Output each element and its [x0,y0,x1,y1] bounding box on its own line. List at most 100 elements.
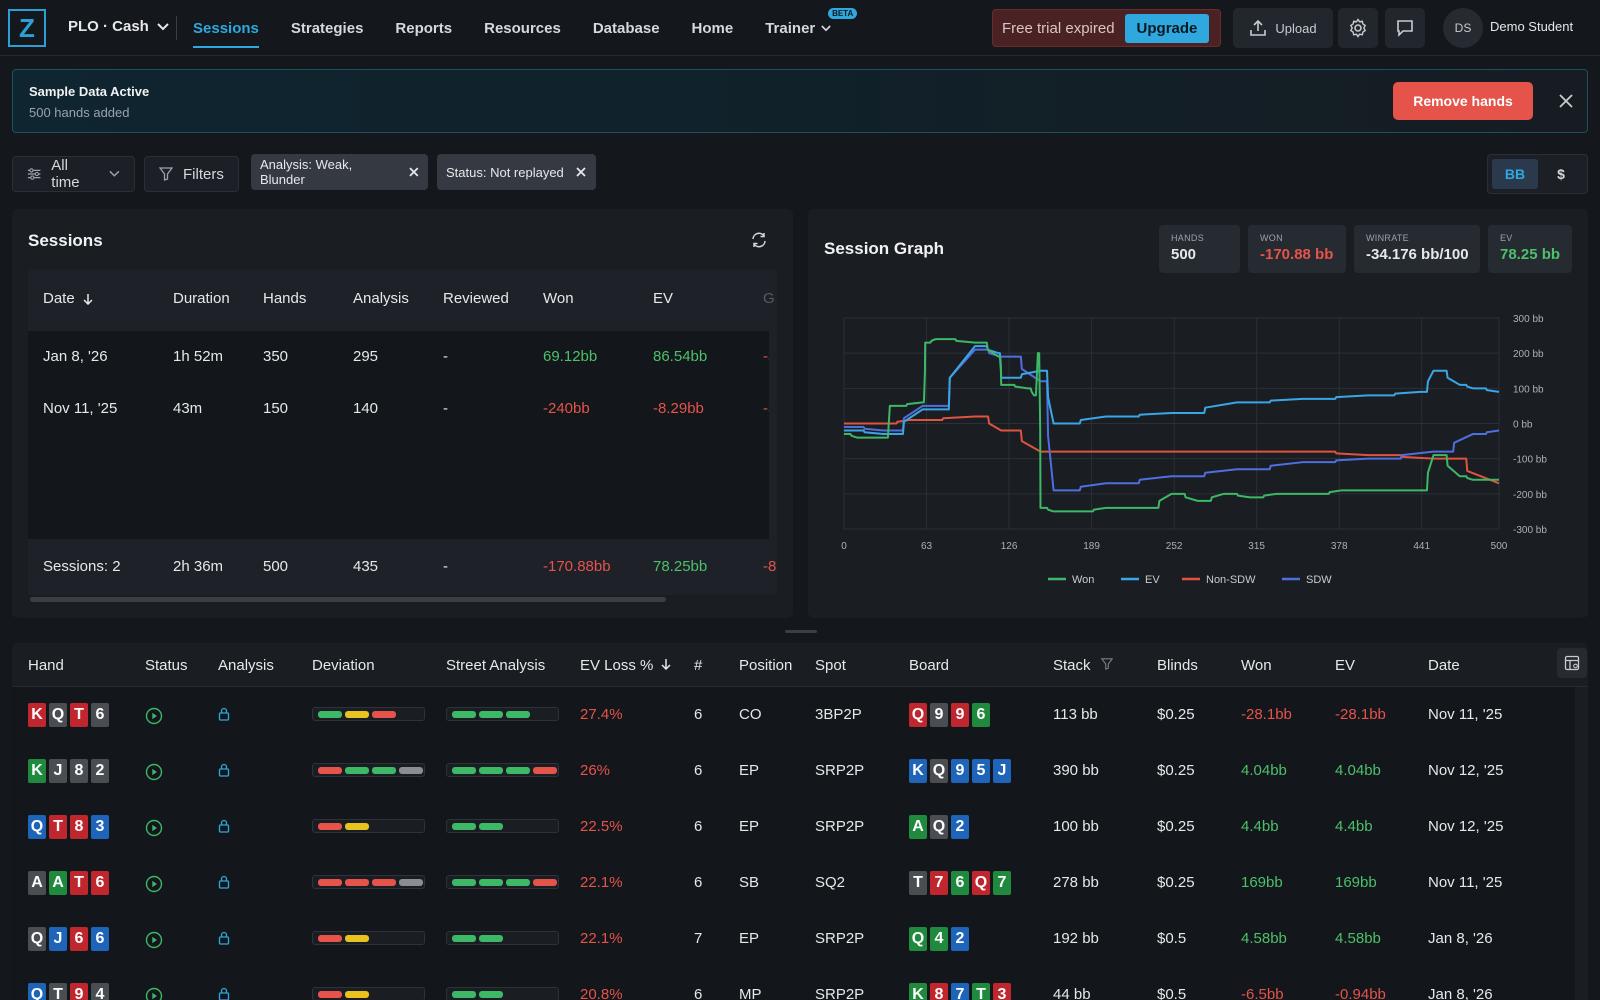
col-status[interactable]: Status [145,657,188,674]
session-row[interactable]: Nov 11, '25 43m 150 140 - -240bb -8.29bb… [28,383,777,435]
filter-chip-analysis[interactable]: Analysis: Weak, Blunder [251,154,428,190]
play-icon[interactable] [145,875,163,893]
col-hands[interactable]: Hands [263,290,307,307]
col-date[interactable]: Date [1428,657,1460,674]
col-position[interactable]: Position [739,657,792,674]
hand-row[interactable]: K J 8 2 26% 6 EP SRP2P K Q 9 5 J 390 bb $0.25 4.04bb 4.0… [12,743,1575,799]
nav-home[interactable]: Home [691,19,734,37]
hand-row[interactable]: K Q T 6 27.4% 6 CO 3BP2P Q 9 9 6 113 bb $0.25 -28.1bb -… [12,687,1575,743]
session-graph-chart[interactable]: 300 bb 200 bb 100 bb 0 bb -100 bb -200 bb -300… [808,289,1588,609]
resize-handle[interactable] [785,630,817,633]
scrollbar-thumb[interactable] [30,597,666,602]
upgrade-button[interactable]: Upgrade [1124,13,1210,43]
col-stack[interactable]: Stack [1053,657,1113,674]
col-spot[interactable]: Spot [815,657,846,674]
deviation-bar[interactable] [312,875,425,889]
time-range-select[interactable]: All time [12,156,135,192]
play-icon[interactable] [145,987,163,1000]
col-ev[interactable]: EV [1335,657,1355,674]
banner-close-button[interactable] [1553,88,1579,114]
column-settings-button[interactable] [1557,648,1587,678]
nav-resources[interactable]: Resources [484,19,561,37]
refresh-button[interactable] [750,231,768,252]
col-hand[interactable]: Hand [28,657,64,674]
col-deviation[interactable]: Deviation [312,657,375,674]
nav-database[interactable]: Database [592,19,660,37]
lock-icon[interactable] [218,763,230,777]
game-selector[interactable]: PLO · Cash [68,18,169,35]
sessions-vertical-scrollbar[interactable] [769,331,777,539]
playing-card: 7 [993,871,1011,895]
filter-icon[interactable] [1100,658,1113,670]
deviation-bar[interactable] [312,931,425,945]
street-analysis-bar[interactable] [446,819,559,833]
legend-label[interactable]: EV [1145,574,1160,586]
legend-label[interactable]: Non-SDW [1206,574,1256,586]
deviation-bar[interactable] [312,987,425,1000]
upload-button[interactable]: Upload [1233,8,1333,48]
col-reviewed[interactable]: Reviewed [443,290,509,307]
series-line-ev[interactable] [844,345,1500,436]
legend-label[interactable]: Won [1072,574,1094,586]
street-analysis-bar[interactable] [446,763,559,777]
lock-icon[interactable] [218,931,230,945]
street-analysis-bar[interactable] [446,987,559,1000]
hands-table: Hand Status Analysis Deviation Street Analys… [12,643,1588,1000]
sessions-horizontal-scrollbar[interactable] [28,595,777,603]
hand-row[interactable]: Q T 8 3 22.5% 6 EP SRP2P A Q 2 100 bb $0.25 4.4bb 4.4b… [12,799,1575,855]
street-analysis-bar[interactable] [446,707,559,721]
deviation-bar[interactable] [312,707,425,721]
col-analysis[interactable]: Analysis [353,290,409,307]
playing-card: T [70,703,88,727]
legend-label[interactable]: SDW [1306,574,1332,586]
col-board[interactable]: Board [909,657,949,674]
nav-strategies[interactable]: Strategies [290,19,364,37]
series-line-non-sdw[interactable] [844,415,1500,485]
close-icon[interactable] [409,167,419,177]
play-icon[interactable] [145,707,163,725]
col-blinds[interactable]: Blinds [1157,657,1198,674]
hand-row[interactable]: Q T 9 4 20.8% 6 MP SRP2P K 8 7 T 3 44 bb $0.5 -6.5bb -0.… [12,967,1575,1000]
col-duration[interactable]: Duration [173,290,230,307]
remove-hands-button[interactable]: Remove hands [1393,82,1533,120]
hands-vertical-scrollbar[interactable] [1575,687,1588,1000]
col-ev[interactable]: EV [653,290,674,307]
col-analysis[interactable]: Analysis [218,657,274,674]
settings-button[interactable] [1338,8,1378,48]
hand-row[interactable]: A A T 6 22.1% 6 SB SQ2 T 7 6 Q 7 278 bb $0.25 169bb 169b… [12,855,1575,911]
unit-dollar-option[interactable]: $ [1557,166,1565,182]
lock-icon[interactable] [218,819,230,833]
col-won[interactable]: Won [543,290,574,307]
lock-icon[interactable] [218,875,230,889]
col-g[interactable]: G [763,290,775,307]
unit-bb-option[interactable]: BB [1492,159,1538,189]
lock-icon[interactable] [218,707,230,721]
logo[interactable]: Z [8,9,46,47]
col-street-analysis[interactable]: Street Analysis [446,657,545,674]
feedback-button[interactable] [1385,8,1425,48]
user-name[interactable]: Demo Student [1490,19,1574,34]
series-line-won[interactable] [844,338,1499,513]
play-icon[interactable] [145,819,163,837]
deviation-bar[interactable] [312,763,425,777]
nav-sessions[interactable]: Sessions [193,0,259,56]
play-icon[interactable] [145,763,163,781]
lock-icon[interactable] [218,987,230,1000]
session-row[interactable]: Jan 8, '26 1h 52m 350 295 - 69.12bb 86.5… [28,331,777,383]
street-analysis-bar[interactable] [446,875,559,889]
col-[interactable]: # [694,657,702,674]
hand-row[interactable]: Q J 6 6 22.1% 7 EP SRP2P Q 4 2 192 bb $0.5 4.58bb 4.58… [12,911,1575,967]
filter-chip-status[interactable]: Status: Not replayed [437,154,596,190]
filters-button[interactable]: Filters [144,156,239,192]
playing-card: T [909,871,927,895]
deviation-bar[interactable] [312,819,425,833]
col-date[interactable]: Date [43,290,93,307]
street-analysis-bar[interactable] [446,931,559,945]
nav-reports[interactable]: Reports [395,19,453,37]
nav-trainer[interactable]: Trainer BETA [765,0,858,56]
play-icon[interactable] [145,931,163,949]
close-icon[interactable] [576,167,586,177]
avatar[interactable]: DS [1443,8,1483,48]
col-ev-loss[interactable]: EV Loss % [580,657,671,674]
col-won[interactable]: Won [1241,657,1272,674]
